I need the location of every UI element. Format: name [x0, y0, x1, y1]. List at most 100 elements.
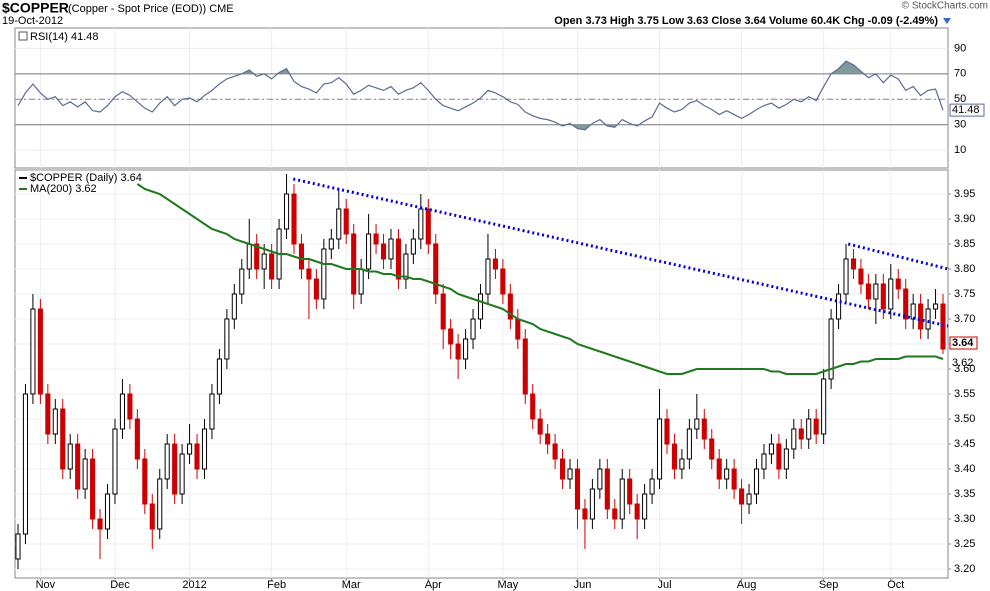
y-tick-label: 3.60 [954, 363, 975, 375]
candle-body [903, 288, 909, 320]
candle-body [433, 243, 439, 295]
x-tick-label: Oct [887, 579, 904, 591]
candle-body [880, 283, 886, 310]
x-tick-label: May [497, 579, 518, 591]
candle-body [246, 243, 252, 270]
candle-body [67, 443, 73, 470]
candle-body [515, 318, 521, 340]
candle-body [463, 338, 469, 360]
candle-body [142, 458, 148, 505]
y-tick-label: 3.45 [954, 438, 975, 450]
y-tick-label: 3.95 [954, 188, 975, 200]
candle-body [649, 478, 655, 495]
candle-body [52, 408, 58, 435]
candle-body [604, 468, 610, 510]
candle-body [187, 443, 193, 455]
last-value-label: 3.62 [952, 357, 973, 369]
candle-body [753, 468, 760, 495]
y-tick-label: 3.40 [954, 463, 975, 475]
x-tick-label: 2012 [182, 579, 206, 591]
candle-body [828, 318, 834, 380]
y-tick-label: 3.25 [954, 538, 975, 550]
candle-body [761, 453, 767, 470]
candle-body [119, 393, 125, 430]
candle-body [410, 238, 416, 255]
candle-body [791, 428, 797, 450]
candle-body [768, 443, 774, 455]
candle-body [679, 458, 685, 470]
last-value-label: 3.64 [952, 337, 974, 349]
candle-body [619, 478, 625, 520]
quote: Open 3.73 High 3.75 Low 3.63 Close 3.64 … [554, 15, 938, 27]
candle-body [201, 428, 208, 470]
candle-body [336, 208, 342, 240]
candle-body [716, 458, 722, 480]
x-tick-label: Nov [36, 579, 56, 591]
candle-body [567, 468, 573, 480]
candle-body [701, 418, 707, 440]
trendline [292, 177, 949, 328]
candle-body [283, 193, 290, 230]
candle-body [589, 488, 595, 520]
candle-body [425, 208, 431, 245]
y-tick-label: 90 [954, 42, 966, 54]
last-value-label: 41.48 [952, 104, 980, 116]
menu-arrow[interactable] [943, 18, 951, 24]
y-tick-label: 3.70 [954, 313, 975, 325]
y-tick-label: 3.30 [954, 513, 975, 525]
y-tick-label: 3.35 [954, 488, 975, 500]
y-tick-label: 70 [954, 68, 966, 80]
candle-body [940, 303, 946, 350]
candle-body [537, 418, 543, 435]
candle-body [306, 268, 312, 280]
chart-title: $COPPER [2, 0, 69, 16]
rsi-line [17, 60, 944, 131]
credit: © StockCharts.com [902, 1, 988, 12]
candle-body [507, 293, 513, 320]
price-panel [14, 169, 949, 579]
x-tick-label: Mar [342, 579, 361, 591]
candle-body [656, 418, 663, 480]
candle-body [224, 318, 230, 360]
candle-body [194, 443, 200, 470]
candle-body [694, 418, 700, 430]
candle-body [545, 433, 551, 445]
candle-body [850, 258, 857, 270]
candle-body [477, 293, 484, 320]
candle-body [671, 443, 678, 470]
y-tick-label: 10 [954, 144, 966, 156]
last-value-box [949, 336, 978, 350]
candle-body [798, 428, 804, 440]
candle-body [739, 488, 745, 505]
candle-body [470, 318, 476, 340]
candle-body [149, 503, 155, 530]
candle-body [492, 258, 498, 270]
candle-body [351, 233, 357, 295]
candle-body [269, 253, 275, 280]
y-tick-label: 3.80 [954, 263, 975, 275]
candle-body [858, 268, 864, 285]
candle-body [239, 268, 245, 295]
candle-body [925, 308, 931, 330]
candle-body [388, 238, 394, 260]
candle-body [90, 458, 96, 520]
candle-body [574, 468, 581, 510]
candle-body [485, 258, 491, 295]
candle-body [418, 208, 424, 240]
candle-body [179, 453, 185, 495]
candle-body [358, 268, 364, 295]
candle-body [664, 418, 670, 445]
y-tick-label: 3.85 [954, 238, 975, 250]
y-tick-label: 3.75 [954, 288, 975, 300]
candle-body [403, 253, 409, 280]
x-tick-label: Jul [658, 579, 672, 591]
legend-label: $COPPER (Daily) 3.64 [30, 172, 142, 184]
candle-body [164, 443, 170, 480]
y-tick-label: 50 [954, 93, 966, 105]
candle-body [612, 508, 618, 520]
candle-body [45, 393, 51, 435]
legend-swatch [18, 31, 28, 41]
candle-body [380, 243, 387, 260]
